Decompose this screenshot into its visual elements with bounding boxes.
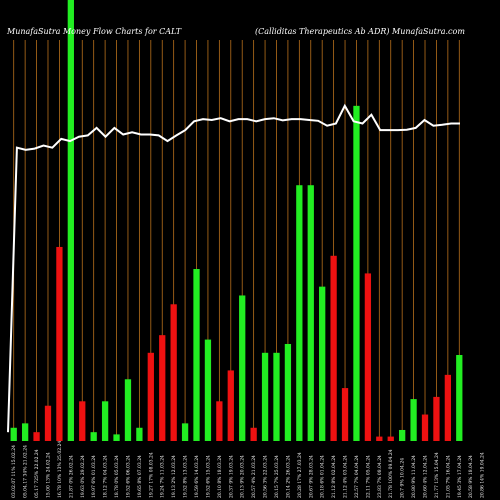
x-tick-label: 19.13 2% 12.03.24 xyxy=(171,455,177,498)
x-tick-label: 19.52 8% 13.03.24 xyxy=(183,455,189,498)
x-tick-label: 20.57 4% 21.03.24 xyxy=(251,455,257,498)
x-tick-label: 19.52 6% 15.03.24 xyxy=(205,455,211,498)
x-tick-label: 20.60 4% 12.04.24 xyxy=(423,455,429,498)
money-flow-bar xyxy=(250,427,257,441)
money-flow-bar xyxy=(387,436,394,441)
money-flow-bar xyxy=(410,399,417,441)
x-tick-label: 21.77 13% 15.04.24 xyxy=(434,452,440,498)
x-tick-label: 18.78 0% 05.03.24 xyxy=(114,455,120,498)
money-flow-bar xyxy=(33,432,40,441)
chart-title: MunafaSutra Money Flow Charts for CALT xyxy=(6,27,182,36)
x-tick-label: 21.87 0% 26.02.24 xyxy=(68,455,74,498)
money-flow-bar xyxy=(136,427,143,441)
money-flow-bar xyxy=(421,414,429,441)
money-flow-bar xyxy=(239,295,246,441)
x-tick-label: 20.15 7% 25.03.24 xyxy=(274,455,280,498)
money-flow-bar xyxy=(67,0,74,441)
money-flow-bar xyxy=(284,343,292,441)
money-flow-bar xyxy=(353,105,360,441)
x-tick-label: 18.12 7% 04.03.24 xyxy=(103,455,109,498)
money-flow-bar xyxy=(399,429,406,441)
money-flow-bar xyxy=(204,339,212,441)
money-flow-bar xyxy=(227,370,234,441)
money-flow-bar xyxy=(376,436,383,441)
money-flow-bar xyxy=(170,304,177,441)
money-flow-bar xyxy=(44,405,52,441)
x-tick-label: 19.27 17% 08.03.24 xyxy=(148,452,154,498)
price-line xyxy=(7,103,460,433)
x-tick-label: 20.37 9% 19.03.24 xyxy=(228,455,234,498)
x-tick-label: 19.63 0% 29.02.24 xyxy=(80,455,86,498)
x-tick-label: 22.57 7% 04.04.24 xyxy=(354,455,360,498)
x-tick-label: 16.78 10% 13% 25.02.24 xyxy=(57,441,63,498)
money-flow-bar xyxy=(193,269,200,441)
money-flow-bar xyxy=(330,255,337,441)
x-tick-label: 20.56 3% 22.03.24 xyxy=(263,455,269,498)
x-tick-label: 03.02.07 11% 15.02.24 xyxy=(11,445,17,498)
x-tick-label: 20.13 9% 20.03.24 xyxy=(240,455,246,498)
x-tick-label: 21.12 4% 03.04.24 xyxy=(343,455,349,498)
money-flow-bar xyxy=(147,352,154,441)
money-flow-bar xyxy=(21,423,29,441)
x-tick-label: 20.18 6% 01.04.24 xyxy=(320,455,326,498)
x-tick-label: 19.65 8% 07.03.24 xyxy=(137,455,143,498)
money-flow-bar xyxy=(319,286,326,441)
x-tick-label: 19.97 6% 01.03.24 xyxy=(91,455,97,498)
x-tick-label: 20.28 17% 27.03.24 xyxy=(297,452,303,498)
money-flow-bar xyxy=(56,246,63,441)
money-flow-bar xyxy=(90,432,97,441)
money-flow-bar xyxy=(159,335,166,441)
x-tick-label: 20.80 9% 11.04.24 xyxy=(411,455,417,498)
x-tick-label: 19.59 6% 14.03.24 xyxy=(194,455,200,498)
x-tick-label: 19.52 6% 06.03.24 xyxy=(125,455,131,498)
x-tick-label: 05.17 725% 22.02.24 xyxy=(34,449,40,498)
money-flow-bar xyxy=(341,388,349,441)
money-flow-bar xyxy=(296,185,303,441)
x-tick-label: 23.83 7% 08.04.24 xyxy=(377,455,383,498)
money-flow-bar xyxy=(124,379,132,441)
money-flow-bar xyxy=(456,355,463,441)
x-tick-label: 21.12 8% 02.04.24 xyxy=(331,455,337,498)
money-flow-bar xyxy=(273,352,280,441)
x-tick-label: 21.05 7% 16.04.24 xyxy=(445,455,451,498)
x-tick-label: 15.00 13% 24.02.24 xyxy=(45,452,51,498)
x-tick-label: 20.14 2% 26.03.24 xyxy=(285,455,291,498)
bar-layer xyxy=(10,0,463,441)
money-flow-bar xyxy=(444,374,452,441)
money-flow-bar xyxy=(79,401,86,441)
x-tick-label: 19.24 7% 11.03.24 xyxy=(160,455,166,498)
money-flow-bar xyxy=(433,396,440,441)
money-flow-bar xyxy=(261,352,269,441)
money-flow-bar xyxy=(216,401,223,441)
money-flow-bar xyxy=(101,401,109,441)
money-flow-bar xyxy=(364,273,372,441)
x-tick-label: 20.10 8% 18.03.24 xyxy=(217,455,223,498)
tick-label-layer: 03.02.07 11% 15.02.24 05.04.17 34% 21.02.… xyxy=(11,441,485,498)
x-tick-label: 05.04.17 34% 21.02.24 xyxy=(23,445,29,498)
x-tick-label: 19.45 3% 17.04.24 xyxy=(457,455,463,498)
x-tick-label: 20.86 14% 19.04.24 xyxy=(480,452,486,498)
x-tick-label: 22.11 7% 05.04.24 xyxy=(365,455,371,498)
money-flow-bar xyxy=(113,434,120,441)
x-tick-label: 20.58 9% 18.04.24 xyxy=(468,455,474,498)
x-tick-label: 21.78 100% 09.04.24 xyxy=(388,449,394,498)
money-flow-bar xyxy=(10,427,17,441)
money-flow-bar xyxy=(181,423,189,441)
x-tick-label: 20.67 9% 28.03.24 xyxy=(308,455,314,498)
price-line-layer xyxy=(7,103,460,433)
money-flow-bar xyxy=(307,185,314,441)
chart-subtitle: (Calliditas Therapeutics Ab ADR) MunafaS… xyxy=(255,27,465,36)
x-tick-label: 20.7 9% 10.04.24 xyxy=(400,458,406,498)
